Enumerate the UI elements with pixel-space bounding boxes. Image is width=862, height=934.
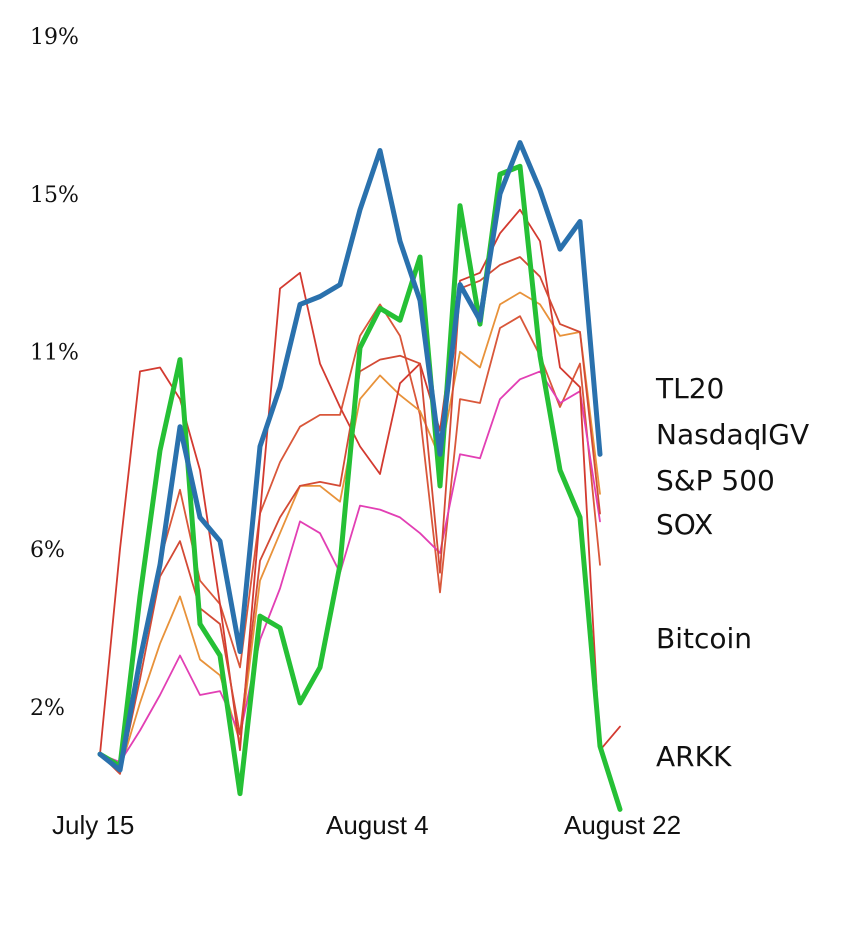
series-line-s-p-500 (99, 291, 601, 771)
y-tick-label: 2% (30, 696, 65, 721)
x-axis-tick-labels: July 15 August 4 August 22 (52, 810, 681, 840)
legend-label-arkk: ARKK (656, 740, 732, 773)
y-tick-label: 6% (30, 538, 65, 563)
series-line-arkk (97, 163, 623, 812)
legend-label-igv: IGV (760, 418, 809, 451)
series-line-bitcoin (99, 208, 621, 756)
x-tick-label: August 4 (326, 810, 429, 840)
y-tick-label: 15% (30, 183, 79, 208)
legend-label-nasdaq: Nasdaq (656, 418, 761, 451)
legend-label-s-p-500: S&P 500 (656, 464, 775, 497)
series-line-sox (99, 303, 601, 767)
y-axis-tick-labels: 19% 15% 11% 6% 2% (30, 25, 79, 721)
x-tick-label: August 22 (564, 810, 681, 840)
series-lines (97, 140, 623, 812)
legend-label-bitcoin: Bitcoin (656, 622, 752, 655)
legend: SOX S&P 500 IGV Bitcoin Nasdaq ARKK TL20 (655, 372, 809, 773)
legend-label-tl20: TL20 (655, 372, 724, 405)
y-tick-label: 19% (30, 25, 79, 50)
series-line-nasdaq (99, 256, 601, 775)
legend-label-sox: SOX (656, 508, 713, 541)
series-line-tl20 (97, 140, 603, 773)
x-tick-label: July 15 (52, 810, 134, 840)
y-tick-label: 11% (30, 341, 79, 366)
series-line-igv (99, 370, 601, 763)
